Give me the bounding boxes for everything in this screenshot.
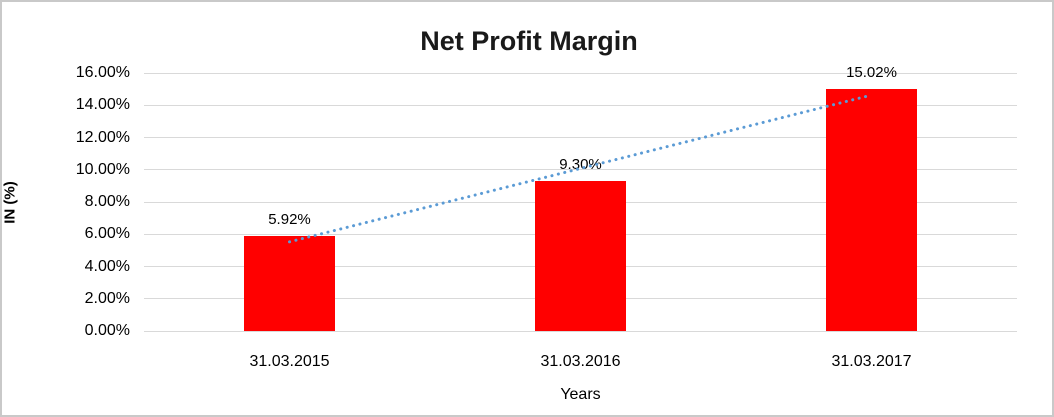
bar-data-label: 15.02%: [846, 63, 897, 81]
y-tick-label: 10.00%: [75, 160, 130, 178]
gridline: [144, 137, 1017, 138]
y-tick-label: 4.00%: [84, 257, 130, 275]
plot-area: 5.92% 9.30% 15.02%: [144, 64, 1017, 332]
bar-data-label: 9.30%: [559, 156, 602, 174]
bar-31.03.2017: [826, 88, 917, 331]
gridline: [144, 330, 1017, 332]
gridline: [144, 169, 1017, 171]
x-axis-title: Years: [560, 386, 601, 403]
y-tick-label: 8.00%: [84, 193, 130, 210]
gridline: [144, 104, 1017, 106]
y-tick-label: 2.00%: [84, 289, 130, 307]
trendline: [288, 93, 873, 244]
bar-31.03.2015: [244, 235, 335, 331]
x-tick-label: 31.03.2015: [249, 353, 330, 370]
gridline: [144, 72, 1017, 74]
bar-data-label: 5.92%: [268, 210, 311, 228]
x-tick-label: 31.03.2017: [831, 353, 912, 370]
bar-31.03.2016: [535, 181, 626, 331]
y-tick-label: 0.00%: [84, 322, 130, 339]
chart-title: Net Profit Margin: [420, 26, 638, 56]
x-tick-label: 31.03.2016: [540, 353, 621, 370]
trendline-layer: [288, 93, 873, 244]
y-tick-label: 6.00%: [84, 225, 130, 243]
y-tick-label: 14.00%: [75, 96, 130, 114]
y-tick-label: 16.00%: [75, 64, 130, 81]
y-tick-label: 12.00%: [75, 128, 130, 146]
